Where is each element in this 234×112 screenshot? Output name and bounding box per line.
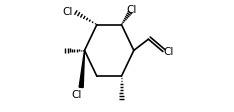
Text: Cl: Cl bbox=[164, 47, 174, 57]
Polygon shape bbox=[79, 50, 84, 88]
Text: Cl: Cl bbox=[127, 4, 137, 15]
Text: Cl: Cl bbox=[71, 90, 81, 100]
Text: Cl: Cl bbox=[62, 7, 73, 17]
